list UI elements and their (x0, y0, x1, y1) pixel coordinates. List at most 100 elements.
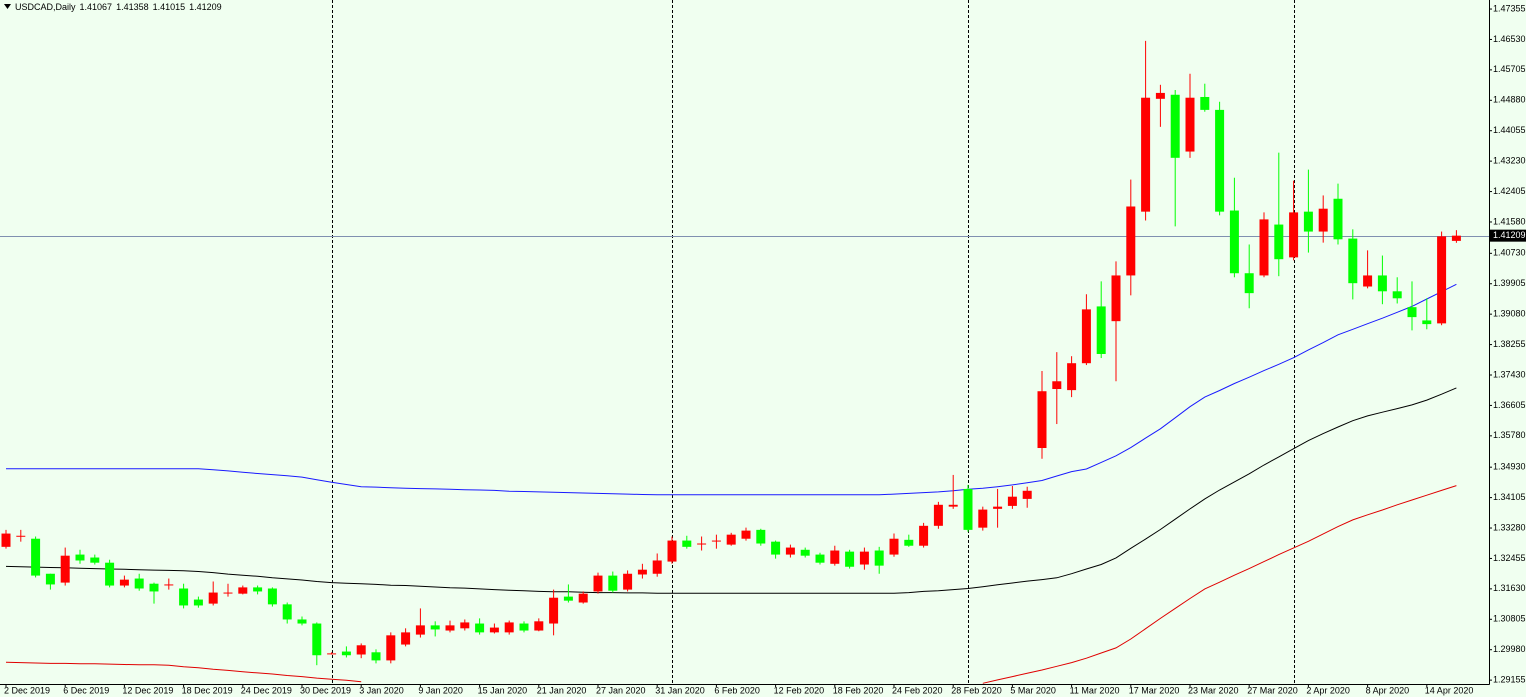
candle-body (1126, 206, 1136, 276)
candle-body (75, 554, 85, 561)
moving-average (982, 485, 1457, 684)
candle-body (445, 625, 455, 631)
menu-arrow[interactable] (4, 4, 12, 10)
last-open: 1.41067 (79, 2, 113, 12)
candle-body (1037, 391, 1047, 449)
y-tick-label: 1.39905 (1493, 278, 1526, 288)
last-close: 1.41209 (189, 2, 222, 12)
candle-body (519, 623, 529, 631)
candle-body (208, 592, 218, 604)
candle-body (415, 625, 425, 635)
x-tick-label: 12 Dec 2019 (122, 685, 173, 695)
candle-body (45, 573, 55, 585)
candle-body (267, 588, 277, 605)
candle-body (223, 592, 233, 594)
y-tick-label: 1.30805 (1493, 614, 1526, 624)
candle-body (1259, 219, 1269, 276)
x-tick-label: 5 Mar 2020 (1010, 685, 1056, 695)
candle-body (31, 538, 41, 576)
candle-body (1111, 275, 1121, 322)
candle-body (993, 506, 1003, 509)
y-tick-label: 1.32455 (1493, 553, 1526, 563)
x-tick-label: 17 Mar 2020 (1129, 685, 1180, 695)
candle-body (771, 541, 781, 555)
candle-body (90, 557, 100, 563)
candle-body (1067, 363, 1077, 391)
x-tick-label: 15 Jan 2020 (478, 685, 528, 695)
candle-body (1022, 490, 1032, 499)
candle-body (711, 540, 721, 542)
x-tick-label: 8 Apr 2020 (1366, 685, 1410, 695)
candle-body (904, 539, 914, 546)
y-tick-label: 1.36605 (1493, 400, 1526, 410)
x-tick-label: 21 Jan 2020 (537, 685, 587, 695)
x-tick-label: 24 Feb 2020 (892, 685, 943, 695)
candle-body (1318, 208, 1328, 232)
candle-body (1348, 238, 1358, 284)
candle-body (1422, 320, 1432, 325)
x-tick-label: 31 Jan 2020 (655, 685, 705, 695)
chart-header: USDCAD,Daily 1.41067 1.41358 1.41015 1.4… (4, 2, 226, 12)
moving-average (6, 283, 1457, 496)
candle-body (741, 530, 751, 539)
candle-body (578, 593, 588, 603)
candle-body (238, 587, 248, 594)
candle-body (1451, 235, 1461, 241)
candle-body (1377, 275, 1387, 292)
y-tick-label: 1.40730 (1493, 248, 1526, 258)
candle-body (563, 596, 573, 601)
y-tick-label: 1.44880 (1493, 95, 1526, 105)
candle-body (282, 604, 292, 620)
y-tick-label: 1.31630 (1493, 583, 1526, 593)
candle-body (460, 622, 470, 629)
candle-body (1007, 496, 1017, 506)
candle-body (1081, 309, 1091, 364)
candle-body (534, 621, 544, 631)
candle-body (489, 627, 499, 633)
x-tick-label: 27 Jan 2020 (596, 685, 646, 695)
candle-body (164, 584, 174, 586)
x-tick-label: 18 Dec 2019 (182, 685, 233, 695)
current-price-label: 1.41209 (1493, 230, 1526, 240)
candle-body (682, 540, 692, 547)
candle-body (1244, 273, 1254, 294)
candle-body (401, 632, 411, 645)
candle-body (1289, 212, 1299, 258)
candle-body (60, 555, 70, 583)
symbol-title: USDCAD,Daily (15, 2, 76, 12)
candle-body (1096, 306, 1106, 354)
candle-body (1215, 109, 1225, 212)
y-tick-label: 1.38255 (1493, 339, 1526, 349)
x-tick-label: 14 Apr 2020 (1425, 685, 1474, 695)
candle-body (1229, 210, 1239, 274)
candle-body (1333, 198, 1343, 240)
candle-body (1141, 97, 1151, 212)
candle-body (933, 504, 943, 526)
x-tick-label: 23 Mar 2020 (1188, 685, 1239, 695)
x-tick-label: 12 Feb 2020 (774, 685, 825, 695)
candle-body (652, 560, 662, 574)
y-tick-label: 1.35780 (1493, 430, 1526, 440)
candle-body (341, 651, 351, 656)
candle-body (549, 597, 559, 624)
x-tick-label: 27 Mar 2020 (1247, 685, 1298, 695)
candle-body (593, 575, 603, 592)
moving-average (5, 387, 1457, 594)
y-tick-label: 1.42405 (1493, 186, 1526, 196)
candle-body (608, 575, 618, 591)
candle-body (297, 619, 307, 624)
candle-body (1185, 97, 1195, 152)
candle-body (845, 551, 855, 567)
last-low: 1.41015 (152, 2, 186, 12)
y-tick-label: 1.46530 (1493, 34, 1526, 44)
x-tick-label: 9 Jan 2020 (418, 685, 463, 695)
y-tick-label: 1.29980 (1493, 644, 1526, 654)
candle-body (1392, 291, 1402, 299)
candle-body (800, 549, 810, 556)
x-tick-label: 6 Feb 2020 (714, 685, 760, 695)
candle-body (134, 578, 144, 589)
candle-body (504, 622, 514, 633)
candle-body (756, 529, 766, 544)
